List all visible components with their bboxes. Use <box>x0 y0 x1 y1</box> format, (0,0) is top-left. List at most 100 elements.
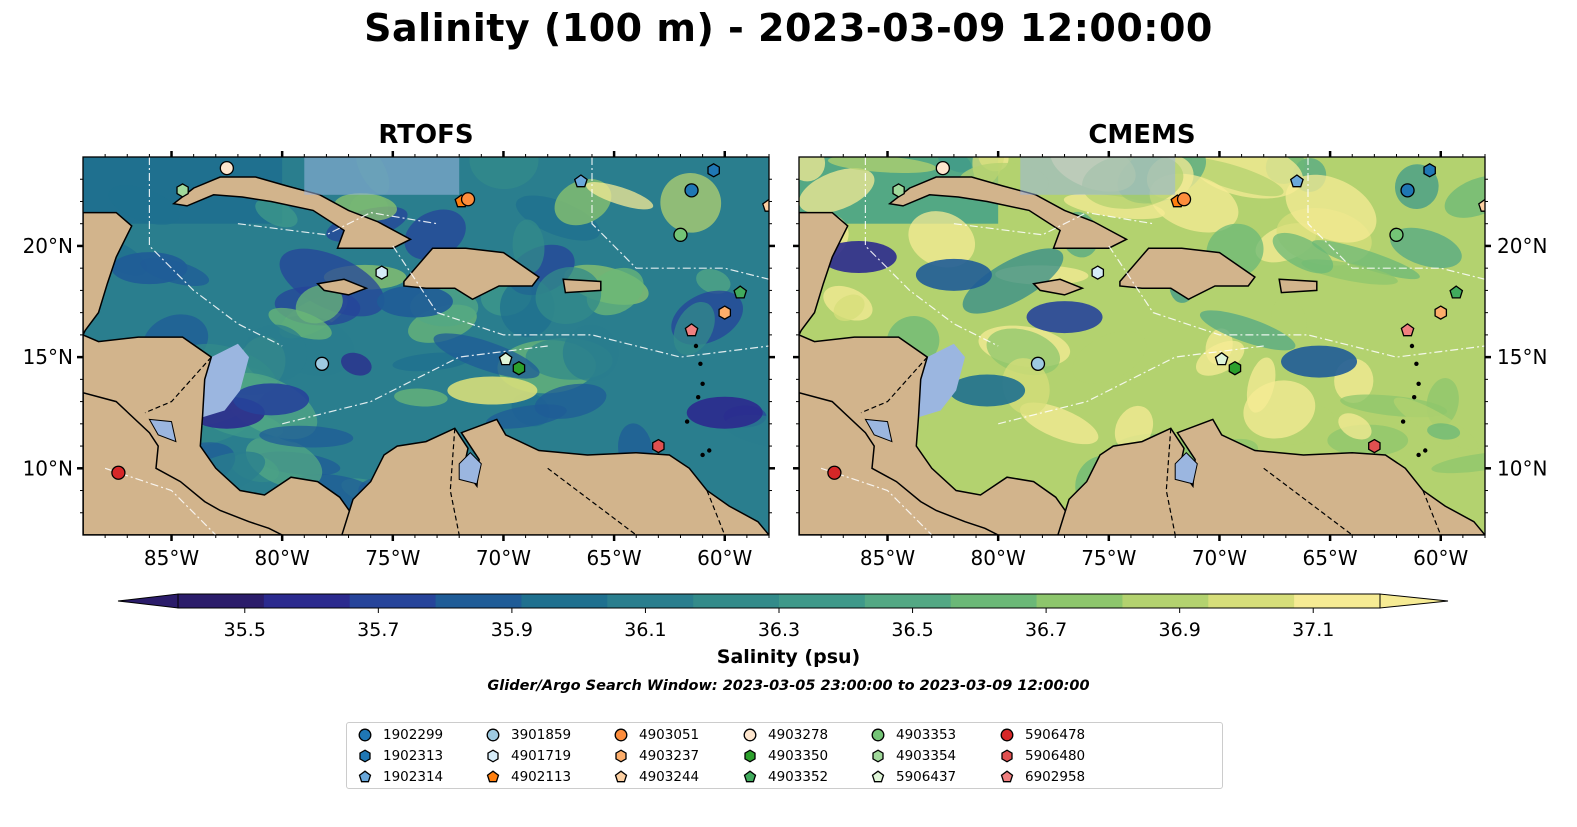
legend-label: 1902313 <box>383 748 444 764</box>
legend-item-4903051: 4903051 <box>613 725 699 745</box>
legend-item-5906437: 5906437 <box>870 767 956 787</box>
hexagon-marker-icon <box>359 749 371 763</box>
legend-marker-5906478 <box>1000 728 1014 742</box>
hexagon-marker-icon <box>744 749 756 763</box>
colorbar-label: Salinity (psu) <box>716 646 861 668</box>
platform-4903350-marker-cmems <box>1228 360 1242 376</box>
legend-label: 4903278 <box>768 727 829 743</box>
legend-marker-5906480 <box>1001 749 1013 763</box>
colorbar-tick-label: 36.5 <box>891 619 933 641</box>
legend-marker-4903352 <box>743 770 757 783</box>
search-window-note: Glider/Argo Search Window: 2023-03-05 23… <box>487 678 1090 694</box>
colorbar-tick-label: 36.3 <box>758 619 800 641</box>
hexagon-marker-icon <box>615 749 627 763</box>
circle-marker-icon <box>743 728 757 742</box>
legend-label: 3901859 <box>511 727 572 743</box>
platform-4903353-marker-cmems <box>1389 227 1404 242</box>
legend-item-4903278: 4903278 <box>742 725 828 745</box>
platform-4903237-marker-rtofs <box>718 305 732 320</box>
colorbar-segment <box>950 594 1038 608</box>
lon-tick-label: 65°W <box>586 546 641 570</box>
rtofs-map-panel: 85°W 80°W 75°W 70°W 65°W 60°W 20°N 15°N 10°N <box>23 151 775 570</box>
legend-label: 1902314 <box>383 769 444 785</box>
colorbar-segment <box>1122 594 1209 608</box>
lon-tick-label: 65°W <box>1302 546 1357 570</box>
platform-1902299-marker-cmems <box>1400 183 1415 198</box>
legend-marker-4903278 <box>743 728 757 742</box>
platform-5906437-marker-rtofs <box>498 351 513 366</box>
platform-5906478-marker-rtofs <box>111 465 126 480</box>
colorbar-segment <box>349 594 437 608</box>
legend-label: 4902113 <box>511 769 572 785</box>
legend-label: 4903354 <box>896 748 957 764</box>
legend-item-4903244: 4903244 <box>613 767 699 787</box>
legend-item-4903237: 4903237 <box>613 746 699 766</box>
colorbar-tick-label: 36.1 <box>624 619 666 641</box>
lon-tick-label: 70°W <box>1192 546 1247 570</box>
colorbar-tick-label: 35.5 <box>224 619 266 641</box>
legend-marker-4903051 <box>614 728 628 742</box>
pentagon-marker-icon <box>614 770 628 783</box>
platform-4903051-marker-cmems <box>1176 192 1192 207</box>
map-frame <box>798 156 1486 536</box>
platform-1902314-marker-rtofs <box>573 174 588 188</box>
legend-label: 1902299 <box>383 727 444 743</box>
platform-4903278-marker-rtofs <box>219 160 234 176</box>
legend-marker-4901719 <box>487 749 499 763</box>
platform-6902958-marker-rtofs <box>684 323 699 337</box>
legend-marker-1902313 <box>359 749 371 763</box>
legend-marker-4903353 <box>871 728 885 742</box>
lat-tick-label: 15°N <box>1497 345 1547 369</box>
legend-label: 5906437 <box>896 769 957 785</box>
lon-tick-label: 80°W <box>255 546 310 570</box>
lon-tick-label: 60°W <box>1413 546 1468 570</box>
legend-item-4902113: 4902113 <box>485 767 571 787</box>
colorbar-segment <box>1208 594 1295 608</box>
legend-label: 4903352 <box>768 769 829 785</box>
lon-tick-label: 70°W <box>476 546 531 570</box>
colorbar-tick-label: 36.9 <box>1159 619 1201 641</box>
legend-label: 6902958 <box>1025 769 1086 785</box>
legend-item-4901719: 4901719 <box>485 746 571 766</box>
colorbar-tick-label: 37.1 <box>1292 619 1334 641</box>
legend-label: 4903350 <box>768 748 829 764</box>
pentagon-marker-icon <box>1000 770 1014 783</box>
legend-item-1902313: 1902313 <box>357 746 443 766</box>
legend-item-5906478: 5906478 <box>999 725 1085 745</box>
pentagon-marker-icon <box>743 770 757 783</box>
colorbar-tick-label: 35.7 <box>357 619 399 641</box>
platform-5906480-marker-cmems <box>1368 438 1381 454</box>
lon-tick-label: 85°W <box>860 546 915 570</box>
platform-5906478-marker-cmems <box>827 465 842 480</box>
colorbar-segment <box>1036 594 1123 608</box>
lon-tick-label: 75°W <box>365 546 420 570</box>
legend-marker-4903244 <box>614 770 628 783</box>
cmems-map-panel: 85°W 80°W 75°W 70°W 65°W 60°W 20°N 15°N 10°N <box>793 151 1547 570</box>
platform-4903244-marker-cmems <box>1478 198 1485 212</box>
circle-marker-icon <box>358 728 372 742</box>
lon-tick-label: 85°W <box>144 546 199 570</box>
lat-tick-label: 10°N <box>23 456 73 480</box>
platform-1902313-marker-cmems <box>1423 163 1436 178</box>
platform-3901859-marker-cmems <box>1030 356 1046 371</box>
legend-item-5906480: 5906480 <box>999 746 1085 766</box>
salinity-colorbar: 35.5 35.7 35.9 36.1 36.3 36.5 36.7 36.9 37.1 <box>117 593 1449 641</box>
lat-tick-label: 10°N <box>1497 456 1547 480</box>
legend-item-4903354: 4903354 <box>870 746 956 766</box>
legend-label: 4903353 <box>896 727 957 743</box>
platform-4903354-marker-rtofs <box>176 183 189 198</box>
legend-label: 5906480 <box>1025 748 1086 764</box>
colorbar-segment <box>1294 594 1381 608</box>
legend-item-4903353: 4903353 <box>870 725 956 745</box>
lat-tick-label: 20°N <box>23 234 73 258</box>
platform-4901719-marker-rtofs <box>375 265 389 280</box>
legend-label: 4903237 <box>639 748 700 764</box>
legend-marker-6902958 <box>1000 770 1014 783</box>
platform-4903352-marker-rtofs <box>733 285 748 299</box>
colorbar-tick-label: 36.7 <box>1025 619 1067 641</box>
lon-tick-label: 75°W <box>1081 546 1136 570</box>
colorbar-max-extension <box>1379 593 1449 609</box>
colorbar-segment <box>693 594 780 608</box>
colorbar-segment <box>779 594 866 608</box>
pentagon-marker-icon <box>486 770 500 783</box>
